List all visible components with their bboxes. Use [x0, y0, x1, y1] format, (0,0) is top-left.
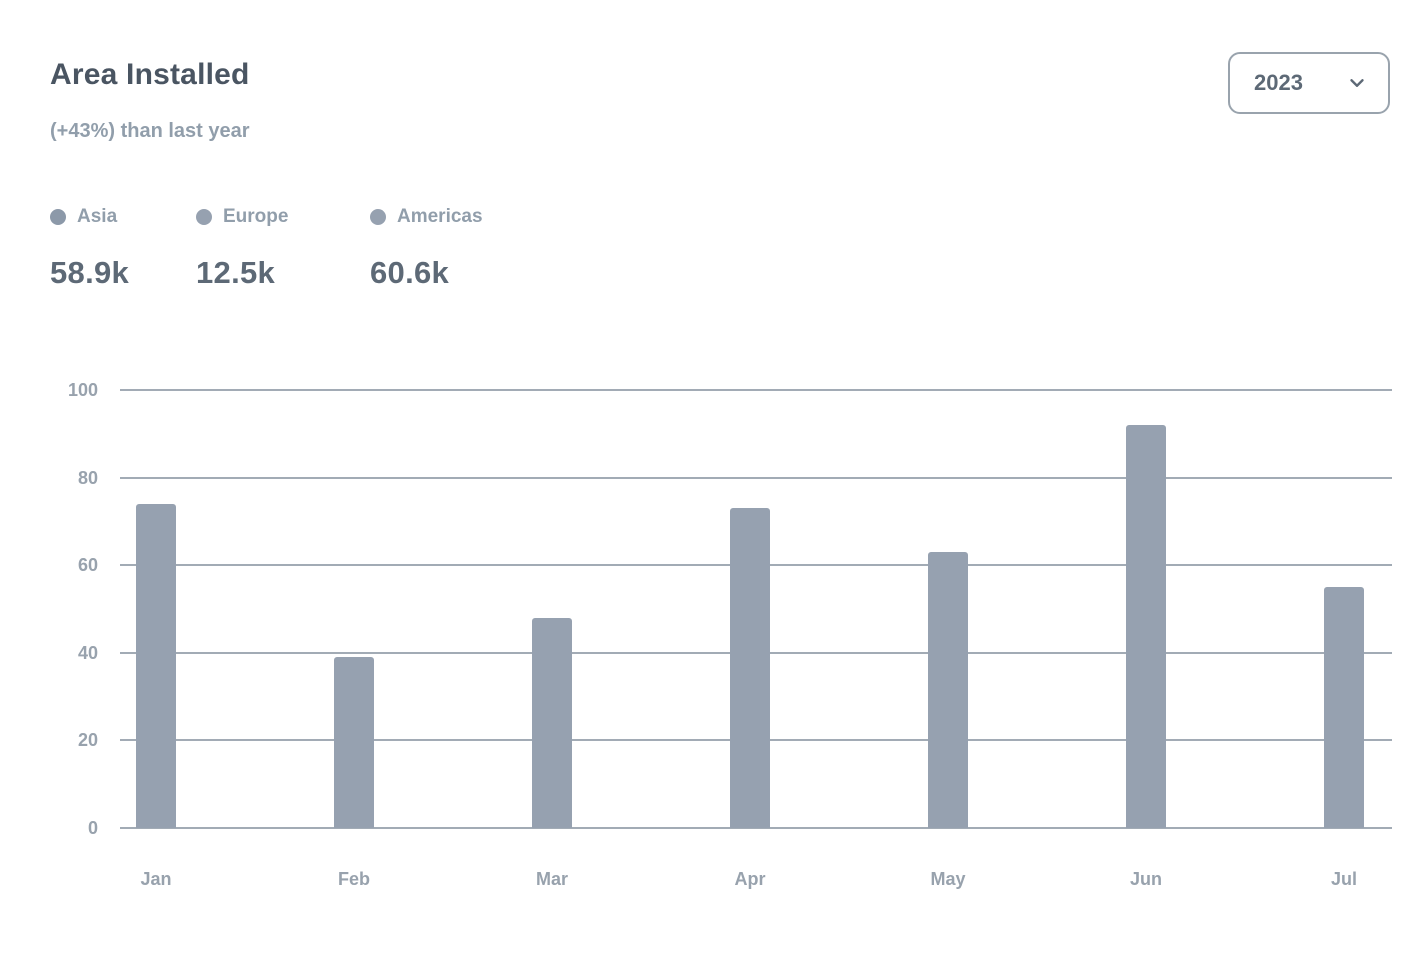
x-axis-tick-label: Apr: [734, 869, 766, 889]
y-axis-tick-label: 40: [77, 642, 98, 663]
legend-label: Americas: [397, 206, 483, 227]
series-marker-icon: [196, 209, 212, 225]
legend-label: Asia: [77, 206, 118, 227]
legend-total-value: 58.9k: [50, 255, 130, 290]
gridline: [120, 389, 1392, 391]
legend-total-value: 60.6k: [370, 255, 450, 290]
x-axis-tick-label: Jan: [140, 869, 172, 889]
y-axis-tick-label: 0: [87, 818, 98, 838]
bar[interactable]: [1324, 587, 1364, 828]
chevron-down-icon: [1346, 72, 1368, 94]
gridline: [120, 827, 1392, 829]
y-axis-tick-label: 20: [77, 730, 98, 751]
x-axis-tick-label: Jul: [1330, 869, 1357, 889]
gridline: [120, 476, 1392, 479]
legend-item-europe[interactable]: Europe 12.5k: [196, 205, 288, 291]
bar[interactable]: [730, 508, 770, 828]
x-axis-tick-label: May: [930, 869, 966, 889]
year-select-button[interactable]: 2023: [1228, 52, 1390, 114]
bar[interactable]: [1126, 425, 1166, 828]
series-marker-icon: [370, 209, 386, 225]
legend-total-value: 12.5k: [196, 255, 276, 290]
legend-item-americas[interactable]: Americas 60.6k: [370, 205, 483, 291]
legend-item-asia[interactable]: Asia 58.9k: [50, 205, 129, 291]
x-axis-tick-label: Mar: [535, 869, 568, 889]
bar[interactable]: [334, 657, 374, 828]
x-axis-tick-label: Jun: [1129, 869, 1162, 889]
bar[interactable]: [532, 617, 572, 828]
x-axis-tick-label: Feb: [337, 869, 370, 889]
y-axis-tick-label: 60: [77, 555, 98, 576]
page-title: Area Installed: [50, 58, 250, 91]
chart-subtitle: (+43%) than last year: [50, 120, 250, 142]
y-axis-tick-label: 80: [77, 467, 98, 488]
y-axis-tick-label: 100: [67, 380, 98, 400]
bar[interactable]: [136, 503, 176, 828]
year-select-value: 2023: [1254, 70, 1303, 95]
series-marker-icon: [50, 209, 66, 225]
legend-label: Europe: [223, 206, 289, 227]
bar[interactable]: [928, 552, 968, 828]
